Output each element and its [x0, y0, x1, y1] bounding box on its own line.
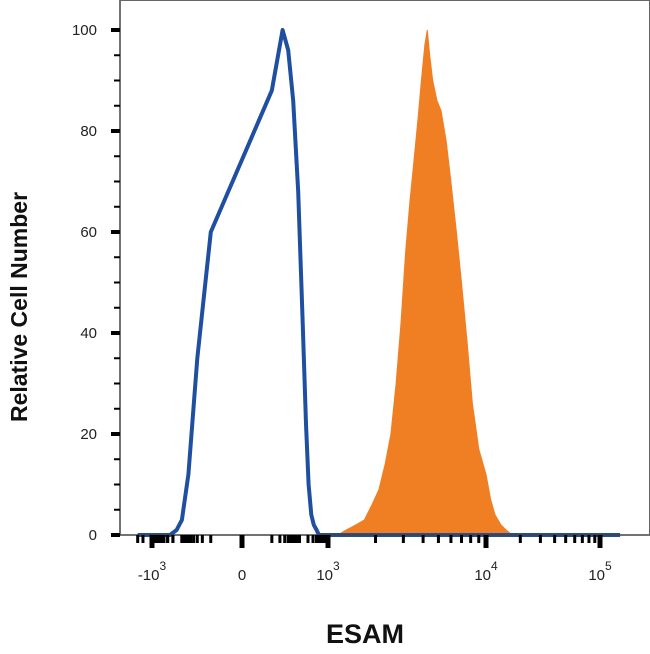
y-tick-label: 0: [89, 527, 97, 544]
x-axis-label: ESAM: [326, 619, 404, 649]
x-tick-label: 0: [238, 567, 246, 584]
plot-marks: [137, 28, 621, 537]
x-tick-label: 103: [316, 559, 340, 584]
y-axis-label: Relative Cell Number: [6, 192, 32, 422]
y-tick-label: 100: [72, 22, 97, 39]
x-tick-label: 105: [588, 559, 612, 584]
y-tick-label: 20: [80, 426, 97, 443]
y-tick-label: 40: [80, 325, 97, 342]
x-tick-label: 104: [474, 559, 498, 584]
y-tick-label: 60: [80, 224, 97, 241]
x-tick-label: -103: [138, 559, 167, 584]
histogram-filled-series: [137, 29, 621, 536]
histogram-outline-series: [137, 28, 621, 537]
y-tick-label: 80: [80, 123, 97, 140]
